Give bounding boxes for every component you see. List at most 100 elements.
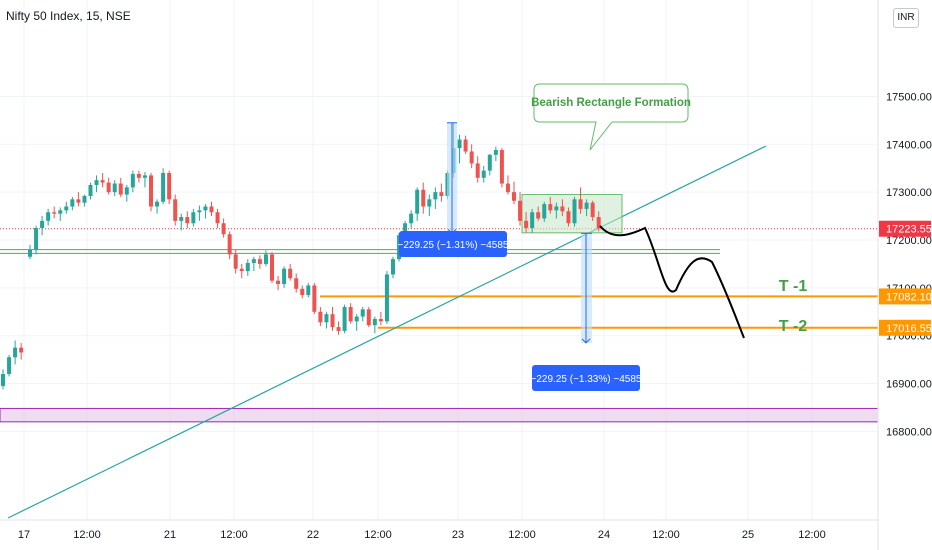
candle [197, 205, 202, 221]
x-tick-label: 12:00 [220, 529, 248, 541]
measure-down-label-bg [532, 365, 640, 391]
candle [548, 196, 553, 214]
candle [276, 275, 281, 291]
candle [427, 194, 432, 217]
candle [251, 256, 256, 272]
candle [578, 187, 583, 214]
candle [7, 354, 12, 377]
candle-body [560, 206, 565, 212]
candle-body [336, 327, 341, 331]
candle-body [28, 249, 32, 257]
callout-text: Bearish Rectangle Formation [531, 97, 691, 109]
candle-body [330, 314, 335, 328]
candle [360, 306, 365, 322]
candle [294, 273, 299, 293]
candle-body [530, 212, 535, 229]
y-tick-label: 17300.00 [886, 187, 932, 199]
candle-body [263, 254, 268, 264]
candle [155, 199, 160, 214]
x-tick-label: 12:00 [73, 529, 101, 541]
candle-body [88, 184, 93, 196]
candle [40, 216, 45, 236]
candle-body [185, 217, 190, 224]
candle-body [221, 223, 226, 235]
x-tick-label: 17 [18, 529, 30, 541]
candle [475, 156, 480, 183]
measure-up-text: −229.25 (−1.31%) −4585 [398, 240, 509, 251]
candle [19, 342, 24, 360]
candle-body [572, 199, 577, 224]
candle-body [366, 309, 371, 326]
x-tick-label: 12:00 [652, 529, 680, 541]
x-tick-label: 12:00 [798, 529, 826, 541]
candle-body [439, 192, 444, 196]
measure-up-label-bg [399, 231, 507, 257]
candle [263, 250, 268, 267]
candle-body [481, 170, 486, 178]
candle-body [542, 204, 547, 219]
candle [348, 303, 353, 324]
candle [282, 266, 287, 288]
measure-down-label: −229.25 (−1.33%) −4585 [531, 365, 642, 391]
candle [530, 208, 535, 233]
candle [566, 207, 571, 227]
candle-body [415, 189, 420, 214]
price-label-bg [879, 288, 931, 305]
candle-body [70, 199, 75, 207]
candle-body [13, 347, 18, 358]
candle-body [306, 285, 311, 296]
candle [34, 225, 39, 255]
candle-body [52, 212, 57, 214]
price-axis [878, 0, 932, 550]
candle [596, 211, 601, 232]
trend-line [7, 145, 767, 519]
x-tick-label: 22 [307, 529, 319, 541]
x-tick-label: 23 [452, 529, 464, 541]
candle-body [578, 199, 583, 209]
candle-body [518, 200, 523, 221]
candle [239, 263, 244, 279]
candle [191, 208, 196, 227]
candle-body [590, 202, 595, 218]
candle-body [584, 202, 589, 209]
candle-body [270, 254, 274, 281]
candle [372, 316, 377, 334]
candle [505, 175, 510, 195]
t1-label: T -1 [779, 278, 808, 295]
candle-body [130, 173, 135, 188]
price-label-target-2: 17016.55 [879, 319, 932, 336]
candle [433, 187, 438, 209]
candle-body [524, 220, 529, 229]
candle [590, 200, 595, 221]
candle-body [7, 357, 12, 374]
measure-down-arrow [581, 338, 591, 344]
candle-body [391, 259, 395, 275]
projection-path [599, 225, 745, 339]
x-tick-label: 12:00 [364, 529, 392, 541]
candle [572, 196, 577, 227]
candle [1, 369, 5, 390]
price-label-text: 17016.55 [886, 323, 932, 335]
candle-body [354, 316, 359, 322]
candle [518, 192, 523, 226]
candle-body [294, 278, 299, 289]
candle-body [288, 268, 293, 279]
candle [124, 184, 129, 202]
candle [421, 182, 426, 214]
candle [306, 283, 311, 298]
candle [409, 210, 414, 229]
candle-body [239, 268, 244, 272]
candle-body [505, 183, 510, 193]
candle [28, 244, 32, 260]
candle [524, 212, 529, 233]
currency-button[interactable]: INR [893, 8, 919, 28]
candle [149, 173, 153, 212]
y-tick-label: 17400.00 [886, 139, 932, 151]
measure-down-text: −229.25 (−1.33%) −4585 [531, 374, 642, 385]
candle [118, 177, 123, 197]
price-label-bg [879, 319, 931, 336]
candle-body [173, 199, 178, 221]
candle-body [282, 268, 287, 285]
candle [554, 202, 559, 219]
